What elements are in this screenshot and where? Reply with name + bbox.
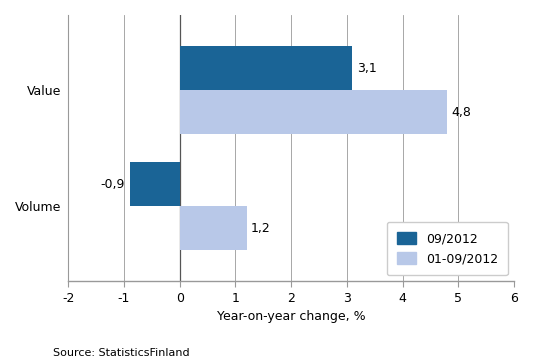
Text: 1,2: 1,2 bbox=[251, 222, 271, 235]
Bar bbox=[180, 90, 447, 134]
Text: 4,8: 4,8 bbox=[451, 106, 472, 119]
Text: Source: StatisticsFinland: Source: StatisticsFinland bbox=[53, 348, 190, 359]
X-axis label: Year-on-year change, %: Year-on-year change, % bbox=[217, 310, 366, 323]
Text: 3,1: 3,1 bbox=[357, 62, 377, 75]
Bar bbox=[130, 162, 180, 206]
Text: -0,9: -0,9 bbox=[101, 177, 125, 191]
Legend: 09/2012, 01-09/2012: 09/2012, 01-09/2012 bbox=[387, 222, 508, 275]
Bar bbox=[180, 206, 247, 250]
Bar bbox=[180, 46, 352, 90]
